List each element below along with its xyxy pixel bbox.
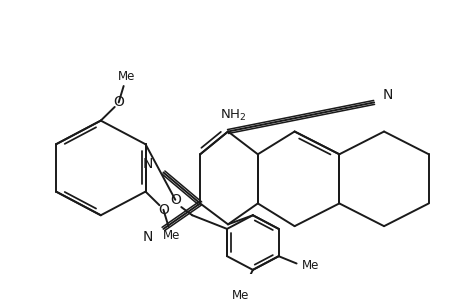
Text: N: N (382, 88, 392, 102)
Text: O: O (169, 193, 180, 207)
Text: NH$_2$: NH$_2$ (219, 108, 246, 123)
Text: O: O (157, 203, 168, 217)
Text: N: N (142, 157, 152, 171)
Text: Me: Me (232, 289, 249, 300)
Text: Me: Me (118, 70, 135, 83)
Text: Me: Me (301, 259, 319, 272)
Text: Me: Me (162, 229, 179, 242)
Text: N: N (142, 230, 152, 244)
Text: O: O (113, 95, 124, 110)
